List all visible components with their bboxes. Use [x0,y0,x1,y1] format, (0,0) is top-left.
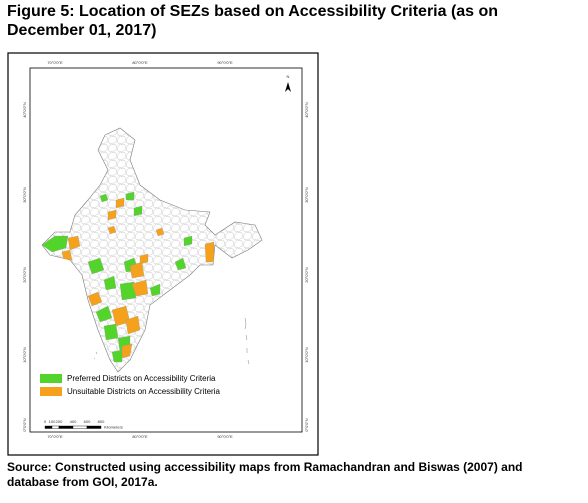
lat-label: 30°0'0"N [304,187,309,203]
north-arrow [285,82,291,92]
district-patch [183,235,193,247]
lon-label: 90°0'0"E [217,434,233,439]
district-patch [149,283,161,297]
title-line: Figure 5: Location of SEZs based on Acce… [7,3,499,20]
source-note: Source: Constructed using accessibility … [7,460,522,490]
lon-label: 80°0'0"E [132,434,148,439]
lat-label: 40°0'0"N [304,102,309,118]
district-patch [129,261,145,279]
lon-label: 90°0'0"E [217,60,233,65]
district-patch [103,275,117,291]
lat-label: 10°0'0"N [304,347,309,363]
district-patch [133,205,143,217]
district-patch [87,257,105,275]
north-label: N [287,74,290,79]
lon-label: 80°0'0"E [132,60,148,65]
district-patch [111,349,123,363]
scale-segment [51,425,60,429]
district-patch [125,191,135,201]
district-patch [174,257,187,271]
title-line: December 01, 2017) [7,22,157,39]
legend: Preferred Districts on Accessibility Cri… [40,374,220,396]
legend-label: Preferred Districts on Accessibility Cri… [67,374,216,383]
district-patch [115,197,125,209]
scale-segment [44,425,53,429]
scale-label: 800 [98,419,105,424]
source-line: Source: Constructed using accessibility … [7,460,523,474]
figure-title: Figure 5: Location of SEZs based on Acce… [7,2,498,40]
legend-swatch [40,387,62,396]
district-patches [42,191,215,363]
district-patch [103,323,119,341]
lat-label: 0°0'0"N [22,418,27,431]
lat-label: 30°0'0"N [22,187,27,203]
source-line: database from GOI, 2017a. [7,475,158,489]
district-patch [95,305,113,323]
lon-label: 70°0'0"E [47,60,63,65]
district-patch [67,235,81,251]
scale-segment [86,425,102,429]
lat-label: 20°0'0"N [304,267,309,283]
legend-swatch [40,374,62,383]
scale-segment [72,425,88,429]
graticule-labels: 70°0'0"E 70°0'0"E 80°0'0"E 80°0'0"E 90°0'0"E… [22,60,309,439]
district-patch [99,193,109,203]
district-patch [155,227,165,237]
scale-segment [58,425,74,429]
scale-label: 200 [56,419,63,424]
district-patch [42,235,69,253]
scale-label: 0 [44,419,47,424]
district-patch [119,281,137,301]
district-patch [107,209,117,221]
lat-label: 40°0'0"N [22,102,27,118]
lon-label: 70°0'0"E [47,434,63,439]
lat-label: 0°0'0"N [304,418,309,431]
district-patch [107,225,117,235]
scale-label: 600 [84,419,91,424]
islands [93,317,250,365]
district-patch [204,241,215,263]
district-patch [139,253,149,265]
district-patch [131,279,149,297]
lat-label: 10°0'0"N [22,347,27,363]
district-patch [125,315,141,335]
scale-label: 100 [49,419,56,424]
scale-label: 400 [70,419,77,424]
scale-unit: Kilometers [104,425,123,430]
district-patch [121,343,133,359]
district-patch [87,291,103,307]
lat-label: 20°0'0"N [22,267,27,283]
legend-label: Unsuitable Districts on Accessibility Cr… [67,387,220,396]
